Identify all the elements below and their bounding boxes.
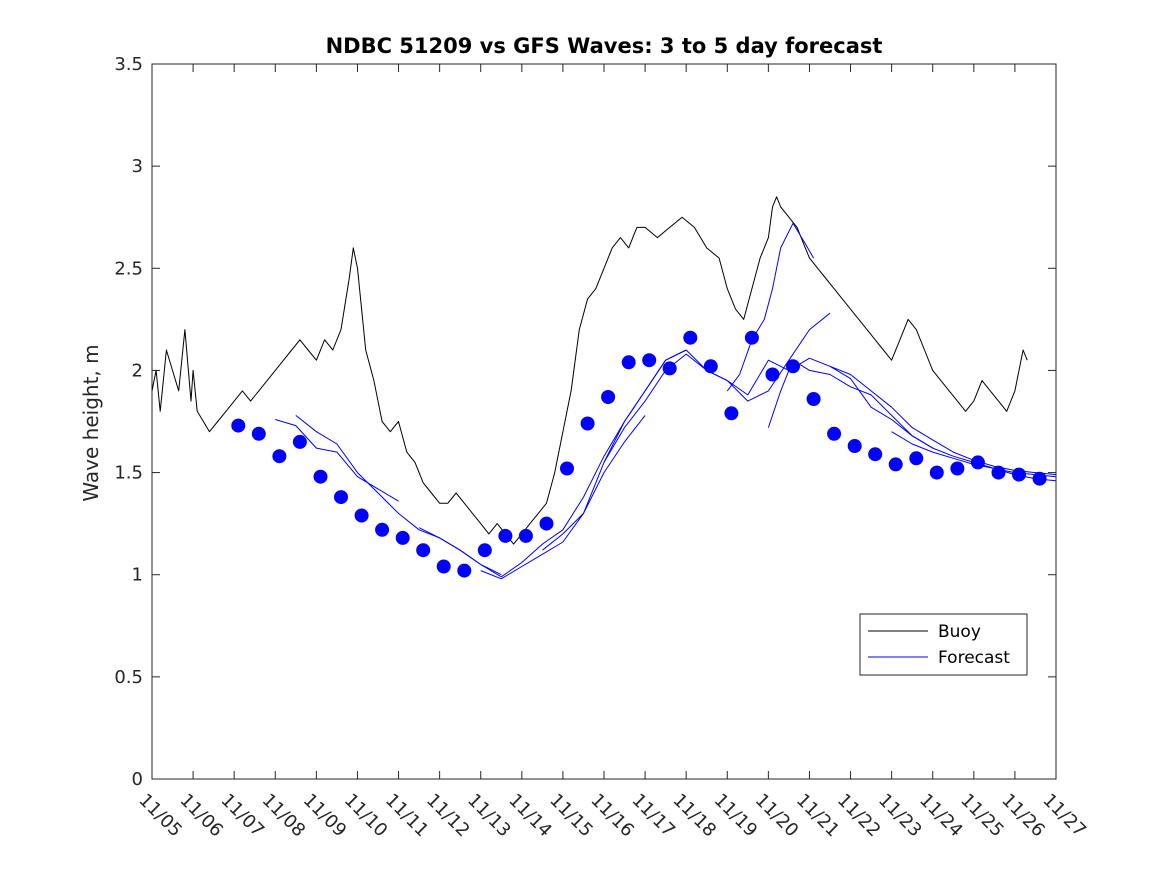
- y-tick-label: 2.5: [114, 258, 143, 279]
- forecast-point: [601, 390, 616, 404]
- y-axis-label: Wave height, m: [79, 344, 103, 501]
- forecast-point: [251, 426, 266, 441]
- forecast-point: [354, 508, 369, 523]
- forecast-point: [560, 461, 574, 476]
- forecast-point: [272, 449, 287, 464]
- forecast-point: [395, 530, 410, 545]
- y-tick-label: 3.5: [114, 54, 143, 75]
- forecast-point: [827, 426, 842, 441]
- legend-forecast-label: Forecast: [938, 648, 1010, 668]
- forecast-series-line-1: [275, 419, 399, 502]
- forecast-point: [621, 355, 636, 370]
- forecast-point: [334, 490, 348, 505]
- forecast-series-line-4: [480, 415, 646, 580]
- forecast-point: [744, 330, 759, 345]
- forecast-point: [991, 465, 1006, 480]
- forecast-point: [477, 543, 492, 558]
- y-tick-label: 0.5: [114, 667, 143, 688]
- forecast-point: [498, 528, 513, 543]
- forecast-point: [539, 516, 554, 531]
- forecast-point: [313, 469, 328, 484]
- forecast-point: [724, 406, 739, 421]
- forecast-point: [703, 359, 718, 374]
- legend-box: [859, 613, 1028, 676]
- forecast-point: [231, 418, 246, 433]
- y-tick-label: 3: [132, 156, 143, 177]
- y-tick-label: 1: [132, 565, 143, 586]
- y-tick-label: 2: [132, 360, 143, 381]
- legend: Buoy Forecast: [859, 613, 1028, 676]
- forecast-point: [436, 559, 451, 574]
- forecast-point: [292, 434, 307, 449]
- forecast-point: [847, 439, 862, 453]
- forecast-point: [888, 457, 903, 472]
- forecast-series-line-5: [542, 312, 831, 551]
- forecast-point: [416, 543, 431, 558]
- forecast-series-line-7: [726, 222, 815, 392]
- forecast-series-line-6: [603, 349, 933, 463]
- forecast-point: [1032, 471, 1047, 486]
- forecast-point: [929, 465, 944, 480]
- forecast-point: [457, 563, 472, 578]
- buoy-series-line: [151, 196, 1028, 545]
- forecast-point: [868, 447, 883, 462]
- forecast-point: [580, 416, 595, 431]
- forecast-point: [1012, 467, 1026, 482]
- forecast-point: [786, 359, 800, 374]
- forecast-point: [909, 451, 924, 466]
- forecast-point: [683, 330, 698, 345]
- chart-title: NDBC 51209 vs GFS Waves: 3 to 5 day fore…: [326, 34, 883, 58]
- legend-buoy-label: Buoy: [938, 622, 981, 642]
- forecast-point: [518, 528, 533, 543]
- forecast-point: [662, 361, 677, 376]
- forecast-point: [950, 461, 965, 476]
- forecast-point: [806, 392, 821, 406]
- forecast-point: [642, 353, 657, 368]
- forecast-point: [765, 367, 780, 382]
- y-tick-label: 1.5: [114, 463, 143, 484]
- forecast-point: [970, 455, 985, 470]
- forecast-point: [375, 522, 390, 537]
- y-tick-label: 0: [132, 769, 143, 790]
